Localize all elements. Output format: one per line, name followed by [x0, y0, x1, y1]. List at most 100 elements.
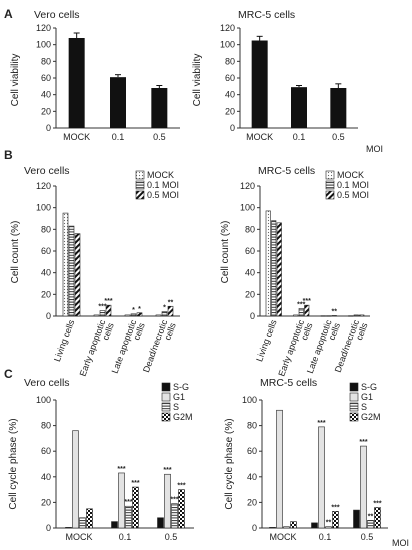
- bars: ****************: [269, 409, 382, 529]
- y-tick-label: 120: [220, 23, 235, 33]
- bar: [118, 472, 125, 529]
- bar: [68, 225, 75, 317]
- bar: [374, 507, 381, 529]
- bar: [62, 212, 69, 317]
- y-tick-label: 20: [245, 289, 255, 299]
- bar: [68, 38, 85, 128]
- y-tick-label: 80: [41, 421, 51, 431]
- legend-label: MOCK: [337, 170, 364, 180]
- y-tick-label: 120: [36, 23, 51, 33]
- y-tick-label: 60: [41, 246, 51, 256]
- legend-label: G1: [361, 392, 373, 402]
- y-tick-label: 100: [36, 395, 51, 405]
- axes: 0 20 40 60 80 100 MOCK 0.1 0.5: [242, 395, 388, 542]
- bar: [330, 88, 347, 128]
- y-tick-label: 120: [240, 181, 255, 191]
- x-tick-label: MOCK: [63, 132, 90, 142]
- y-tick-label: 40: [41, 472, 51, 482]
- bar: [332, 511, 339, 529]
- bar: [124, 314, 131, 317]
- legend-label: G2M: [173, 412, 193, 422]
- chart-title: MRC-5 cells: [260, 377, 317, 389]
- x-tick-label: MOCK: [246, 132, 273, 142]
- bars: [68, 32, 168, 128]
- bar: [311, 522, 318, 529]
- chart-title: Vero cells: [34, 9, 80, 21]
- chart-title: MRC-5 cells: [238, 9, 295, 21]
- y-tick-label: 100: [36, 203, 51, 213]
- bar: [65, 527, 72, 529]
- bar: [298, 308, 304, 317]
- legend-swatch: [161, 412, 171, 422]
- y-tick-label: 60: [245, 246, 255, 256]
- bar: [353, 509, 360, 529]
- x-tick-label: 0.5: [361, 532, 374, 542]
- bar: [348, 315, 354, 317]
- x-tick-label: MOCK: [270, 532, 297, 542]
- significance-label: ***: [163, 467, 171, 474]
- legend-swatch: [325, 190, 335, 200]
- y-tick-label: 40: [41, 268, 51, 278]
- legend-label: S: [361, 402, 367, 412]
- y-tick-label: 80: [245, 224, 255, 234]
- x-tick-label: 0.5: [165, 532, 178, 542]
- y-tick-label: 20: [225, 106, 235, 116]
- legend-label: S: [173, 402, 179, 412]
- y-tick-label: 0: [250, 311, 255, 321]
- panel-label: A: [4, 7, 13, 21]
- y-tick-label: 80: [225, 56, 235, 66]
- bar: [93, 314, 100, 317]
- x-tick-label: MOCK: [66, 532, 93, 542]
- legend-label: 0.5 MOI: [147, 190, 179, 200]
- y-tick-label: 80: [247, 421, 257, 431]
- legend-swatch: [349, 402, 359, 412]
- chart-title: MRC-5 cells: [258, 165, 315, 177]
- bars: ******* * ***: [62, 212, 174, 317]
- x-axis-label: MOI: [366, 144, 383, 154]
- significance-label: **: [168, 299, 174, 306]
- bar: [251, 40, 268, 128]
- significance-label: **: [368, 513, 374, 520]
- y-tick-label: 80: [41, 56, 51, 66]
- y-tick-label: 80: [41, 224, 51, 234]
- y-tick-label: 20: [247, 497, 257, 507]
- panel-a-mrc5: MRC-5 cells Cell viability MOI 0 20 40 60 80…: [192, 9, 383, 154]
- bar: [171, 503, 178, 529]
- x-tick-label: Dead/necroticcells: [141, 318, 178, 377]
- legend-swatch: [349, 412, 359, 422]
- legend-label: MOCK: [147, 170, 174, 180]
- bar: [125, 505, 132, 529]
- legend-label: S-G: [173, 382, 189, 392]
- legend-label: 0.5 MOI: [337, 190, 369, 200]
- bar: [304, 304, 310, 317]
- x-tick-label: 0.5: [332, 132, 345, 142]
- chart-title: Vero cells: [24, 165, 70, 177]
- bar: [178, 489, 185, 529]
- significance-label: ***: [98, 304, 106, 311]
- legend-swatch: [325, 180, 335, 190]
- legend-swatch: [349, 382, 359, 392]
- y-tick-label: 20: [41, 106, 51, 116]
- legend-label: 0.1 MOI: [147, 180, 179, 190]
- y-tick-label: 100: [240, 203, 255, 213]
- chart-title: Vero cells: [24, 377, 70, 389]
- significance-label: **: [332, 308, 338, 315]
- y-axis-label: Cell viability: [10, 54, 21, 107]
- bar: [331, 315, 337, 317]
- significance-label: *: [138, 306, 141, 313]
- legend-swatch: [325, 170, 335, 180]
- bar: [318, 426, 325, 529]
- legend-label: G2M: [361, 412, 381, 422]
- bar: [320, 315, 326, 317]
- bar: [130, 313, 137, 317]
- y-tick-label: 0: [252, 523, 257, 533]
- significance-label: *: [163, 305, 166, 312]
- y-tick-label: 0: [230, 123, 235, 133]
- bars: [251, 35, 347, 128]
- y-tick-label: 20: [41, 289, 51, 299]
